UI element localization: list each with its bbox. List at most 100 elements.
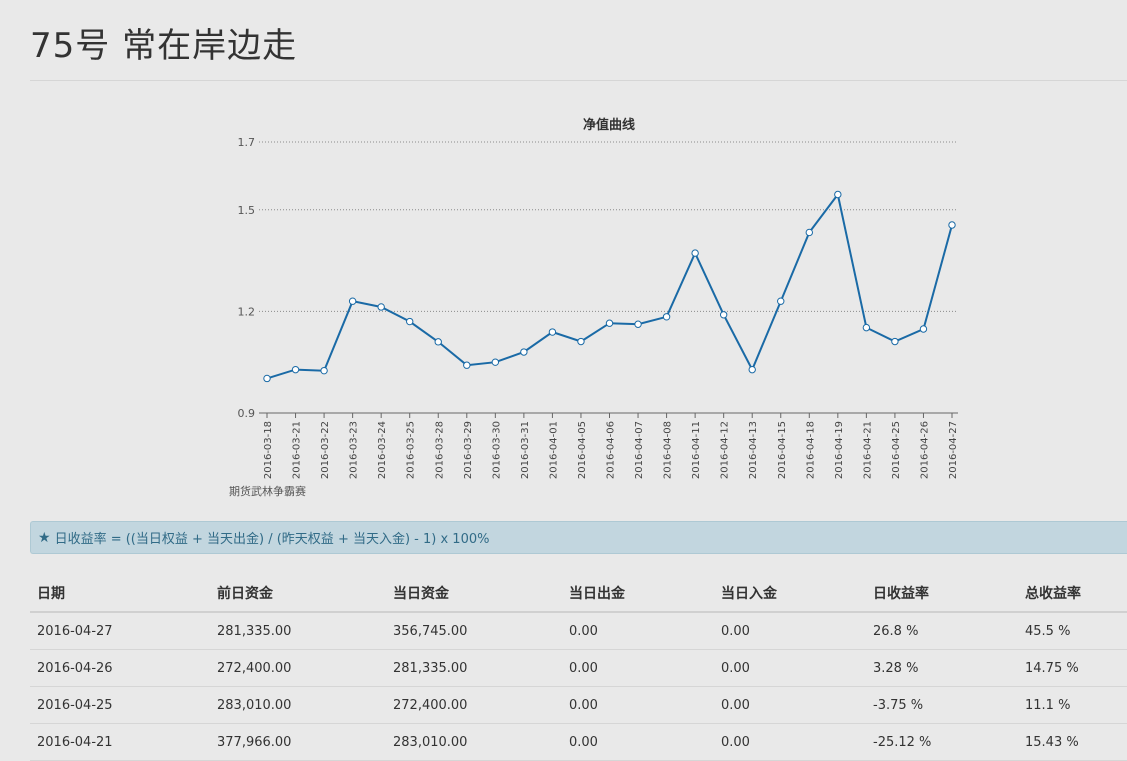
- cell-prev-funds: 281,335.00: [210, 612, 386, 650]
- cell-deposit: 0.00: [714, 686, 866, 724]
- cell-total-return: 45.5 %: [1018, 612, 1127, 650]
- data-point[interactable]: [348, 297, 357, 305]
- x-tick-label: 2016-04-26: [919, 421, 930, 479]
- data-point[interactable]: [377, 303, 385, 311]
- data-point[interactable]: [520, 348, 528, 356]
- star-icon: ★: [38, 529, 51, 546]
- cell-date: 2016-04-26: [30, 649, 210, 687]
- returns-table: 日期 前日资金 当日资金 当日出金 当日入金 日收益率 总收益率 2016-04…: [30, 575, 1127, 761]
- x-tick-label: 2016-03-22: [320, 421, 331, 479]
- x-tick-label: 2016-03-21: [292, 421, 303, 479]
- cell-date: 2016-04-25: [30, 686, 210, 724]
- x-tick-label: 2016-04-08: [663, 421, 674, 479]
- x-tick-label: 2016-03-25: [406, 421, 417, 479]
- col-prev-funds: 前日资金: [210, 575, 386, 613]
- data-point[interactable]: [919, 325, 928, 333]
- col-total-return: 总收益率: [1018, 575, 1127, 613]
- cell-deposit: 0.00: [714, 723, 866, 761]
- data-point[interactable]: [862, 323, 871, 332]
- x-axis-ticks: 2016-03-18 2016-03-21 2016-03-22 2016-03-23…: [263, 413, 959, 479]
- data-point[interactable]: [291, 365, 300, 374]
- cell-daily-return: 26.8 %: [866, 612, 1018, 650]
- x-tick-label: 2016-04-19: [834, 421, 845, 479]
- x-tick-label: 2016-03-29: [463, 421, 474, 479]
- x-tick-label: 2016-04-21: [862, 421, 873, 479]
- cell-prev-funds: 283,010.00: [210, 686, 386, 724]
- cell-deposit: 0.00: [714, 649, 866, 687]
- cell-withdraw: 0.00: [562, 612, 714, 650]
- cell-daily-return: 3.28 %: [866, 649, 1018, 687]
- col-date: 日期: [30, 575, 210, 613]
- y-axis-ticks: 0.9 1.2 1.5 1.7: [238, 136, 256, 420]
- data-point[interactable]: [777, 297, 785, 305]
- cell-withdraw: 0.00: [562, 723, 714, 761]
- data-point[interactable]: [491, 358, 500, 366]
- cell-total-return: 11.1 %: [1018, 686, 1127, 724]
- cell-date: 2016-04-27: [30, 612, 210, 650]
- x-tick-label: 2016-03-24: [377, 421, 388, 479]
- cell-prev-funds: 272,400.00: [210, 649, 386, 687]
- title-divider: [30, 80, 1127, 81]
- table-row: 2016-04-27 281,335.00 356,745.00 0.00 0.…: [30, 612, 1127, 650]
- formula-text: 日收益率 = ((当日权益 + 当天出金) / (昨天权益 + 当天入金) - …: [54, 532, 490, 547]
- x-tick-label: 2016-03-28: [434, 421, 445, 479]
- col-daily-return: 日收益率: [866, 575, 1018, 613]
- col-curr-funds: 当日资金: [386, 575, 562, 613]
- x-tick-label: 2016-04-12: [720, 421, 731, 479]
- chart-grid: [259, 141, 958, 414]
- cell-total-return: 14.75 %: [1018, 649, 1127, 687]
- data-point[interactable]: [320, 366, 328, 375]
- cell-withdraw: 0.00: [562, 686, 714, 724]
- data-point[interactable]: [834, 190, 842, 199]
- cell-curr-funds: 281,335.00: [386, 649, 562, 687]
- chart-credit: 期货武林争霸赛: [229, 484, 306, 498]
- cell-date: 2016-04-21: [30, 723, 210, 761]
- x-tick-label: 2016-04-15: [777, 421, 788, 479]
- col-deposit: 当日入金: [714, 575, 866, 613]
- data-point[interactable]: [605, 319, 614, 327]
- x-tick-label: 2016-04-11: [691, 421, 702, 479]
- data-point[interactable]: [634, 320, 642, 328]
- table-row: 2016-04-21 377,966.00 283,010.00 0.00 0.…: [30, 723, 1127, 761]
- data-point[interactable]: [891, 337, 899, 346]
- cell-curr-funds: 272,400.00: [386, 686, 562, 724]
- series-points: [263, 190, 956, 383]
- x-tick-label: 2016-03-23: [349, 421, 360, 479]
- x-tick-label: 2016-04-18: [805, 421, 816, 479]
- cell-daily-return: -25.12 %: [866, 723, 1018, 761]
- cell-total-return: 15.43 %: [1018, 723, 1127, 761]
- x-tick-label: 2016-04-07: [634, 421, 645, 479]
- data-point[interactable]: [948, 221, 956, 229]
- y-tick-label: 1.5: [238, 204, 256, 217]
- data-point[interactable]: [805, 228, 813, 237]
- y-tick-label: 1.2: [238, 305, 256, 318]
- table-row: 2016-04-26 272,400.00 281,335.00 0.00 0.…: [30, 649, 1127, 687]
- x-tick-label: 2016-04-01: [548, 421, 559, 479]
- x-tick-label: 2016-03-18: [263, 421, 274, 479]
- x-tick-label: 2016-04-05: [577, 421, 588, 479]
- data-point[interactable]: [662, 313, 671, 321]
- y-tick-label: 1.7: [238, 136, 256, 149]
- chart-title: 净值曲线: [583, 117, 635, 133]
- data-point[interactable]: [406, 317, 414, 326]
- y-tick-label: 0.9: [238, 407, 256, 420]
- data-point[interactable]: [263, 374, 271, 383]
- cell-deposit: 0.00: [714, 612, 866, 650]
- cell-daily-return: -3.75 %: [866, 686, 1018, 724]
- cell-withdraw: 0.00: [562, 649, 714, 687]
- series-line: [266, 192, 953, 380]
- col-withdraw: 当日出金: [562, 575, 714, 613]
- data-point[interactable]: [577, 337, 585, 346]
- x-tick-label: 2016-04-06: [606, 421, 617, 479]
- page-title: 75号 常在岸边走: [30, 26, 298, 66]
- formula-note: ★ 日收益率 = ((当日权益 + 当天出金) / (昨天权益 + 当天入金) …: [30, 521, 1127, 554]
- net-value-chart: 净值曲线 0.91.21.51.7 2016-03-18 2016-03-21 20…: [229, 117, 959, 498]
- data-point[interactable]: [691, 249, 699, 257]
- data-point[interactable]: [463, 361, 471, 369]
- data-point[interactable]: [748, 365, 756, 374]
- x-tick-label: 2016-04-25: [891, 421, 902, 479]
- data-point[interactable]: [434, 338, 442, 346]
- data-point[interactable]: [719, 311, 728, 319]
- data-point[interactable]: [548, 328, 557, 336]
- cell-curr-funds: 356,745.00: [386, 612, 562, 650]
